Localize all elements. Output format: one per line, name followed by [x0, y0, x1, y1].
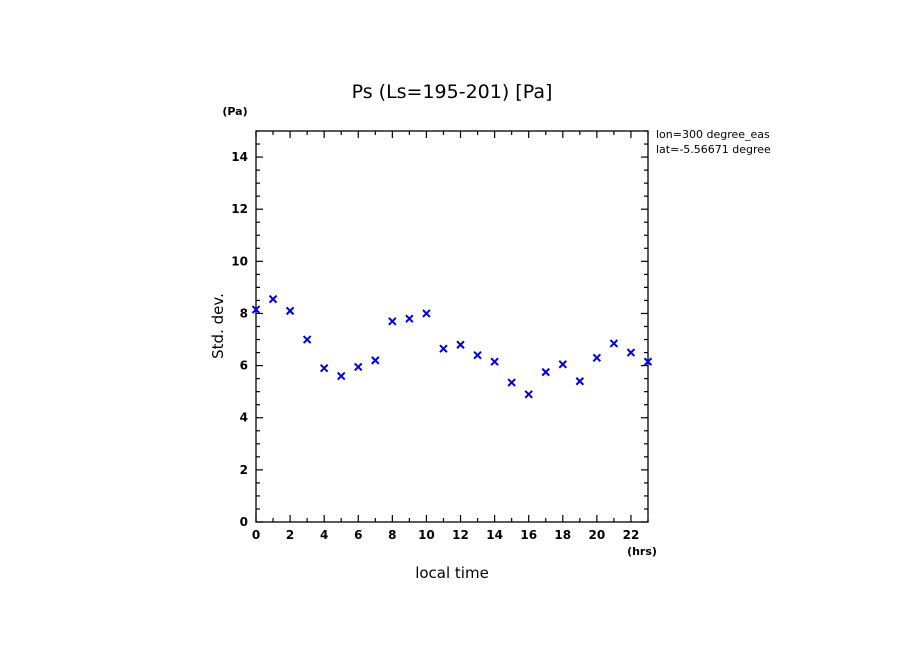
- y-unit-label: (Pa): [222, 105, 247, 118]
- data-point: [643, 357, 653, 366]
- y-tick-label: 0: [240, 515, 248, 529]
- x-tick-label: 18: [554, 528, 571, 542]
- data-point: [302, 335, 312, 344]
- x-unit-label: (hrs): [627, 545, 657, 558]
- axis-ticks: [255, 130, 649, 523]
- data-point: [456, 340, 465, 349]
- x-tick-label: 2: [286, 528, 294, 542]
- y-tick-label: 8: [240, 306, 248, 320]
- x-tick-label: 0: [252, 528, 260, 542]
- data-point: [541, 367, 550, 377]
- data-point: [285, 306, 295, 316]
- x-tick-label: 20: [589, 528, 606, 542]
- data-point: [422, 309, 431, 318]
- data-point: [507, 378, 516, 387]
- data-point: [524, 390, 533, 399]
- plot-frame: [255, 130, 649, 523]
- data-point: [592, 353, 602, 362]
- data-point: [490, 357, 499, 366]
- y-tick-label: 14: [231, 150, 248, 164]
- axis-tick-labels: 0 2 4 6 8 10 12 14 16 18 20 22 0 2 4 6 8 10 12 14: [231, 150, 639, 542]
- x-tick-label: 22: [623, 528, 640, 542]
- data-point: [319, 363, 329, 373]
- x-tick-label: 10: [418, 528, 435, 542]
- data-points: [251, 294, 653, 399]
- data-point: [354, 362, 363, 372]
- chart-title: Ps (Ls=195-201) [Pa]: [352, 81, 553, 103]
- annotation-lon: lon=300 degree_eas: [656, 128, 770, 141]
- x-tick-label: 14: [486, 528, 503, 542]
- data-point: [473, 350, 482, 360]
- data-point: [439, 344, 448, 353]
- annotation-lat: lat=-5.56671 degree: [656, 143, 771, 156]
- data-point: [251, 305, 261, 314]
- data-point: [626, 348, 636, 357]
- x-tick-label: 4: [320, 528, 328, 542]
- y-tick-label: 2: [240, 463, 248, 477]
- y-tick-label: 12: [231, 202, 248, 216]
- x-axis-label: local time: [415, 564, 489, 582]
- y-tick-label: 6: [240, 359, 248, 373]
- data-point: [609, 339, 619, 348]
- y-axis-label: Std. dev.: [209, 293, 227, 359]
- x-tick-label: 16: [520, 528, 537, 542]
- data-point: [337, 371, 346, 381]
- data-point: [268, 294, 278, 304]
- data-point: [371, 356, 380, 365]
- data-point: [575, 377, 585, 386]
- x-tick-label: 8: [388, 528, 396, 542]
- data-point: [405, 314, 414, 323]
- x-tick-label: 12: [452, 528, 469, 542]
- y-tick-label: 4: [240, 411, 248, 425]
- y-tick-label: 10: [231, 254, 248, 268]
- data-point: [388, 317, 397, 326]
- x-tick-label: 6: [354, 528, 362, 542]
- data-point: [558, 360, 567, 369]
